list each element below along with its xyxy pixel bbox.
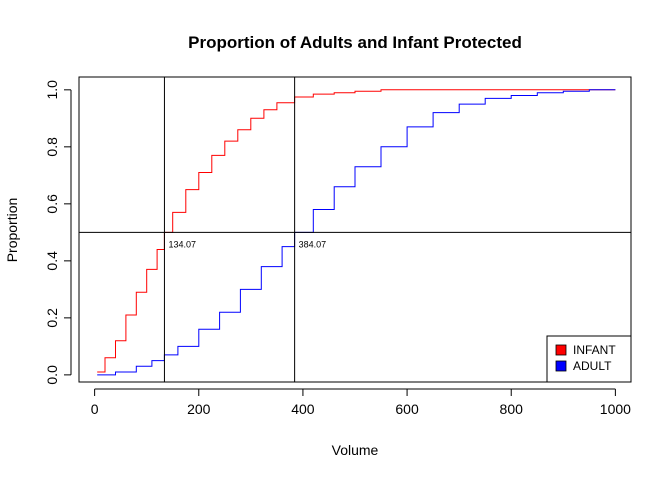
x-axis-label: Volume <box>332 442 379 458</box>
x-tick-label: 200 <box>187 401 211 417</box>
legend-box <box>546 335 632 383</box>
legend-label: INFANT <box>573 343 616 357</box>
legend-label: ADULT <box>573 359 612 373</box>
y-tick-label: 0.8 <box>44 137 60 157</box>
legend-swatch <box>555 344 567 356</box>
y-tick-label: 0.4 <box>44 251 60 271</box>
x-tick-label: 600 <box>395 401 419 417</box>
y-tick-label: 0.2 <box>44 308 60 328</box>
chart-title: Proportion of Adults and Infant Protecte… <box>188 33 522 52</box>
y-tick-label: 1.0 <box>44 80 60 100</box>
annotation-label: 384.07 <box>299 239 327 249</box>
x-tick-label: 400 <box>291 401 315 417</box>
x-tick-label: 1000 <box>600 401 631 417</box>
y-tick-label: 0.0 <box>44 365 60 385</box>
annotation-label: 134.07 <box>168 239 196 249</box>
x-tick-label: 0 <box>91 401 99 417</box>
plot-area: 0 200 400 600 800 1000 0.0 0.2 0.4 0.6 0.8 1.0 134.0… <box>44 76 632 417</box>
y-axis-label: Proportion <box>4 198 20 263</box>
legend-swatch <box>555 360 567 372</box>
series-line-infant <box>97 89 616 373</box>
x-tick-label: 800 <box>500 401 524 417</box>
plot-frame <box>78 76 632 383</box>
y-tick-label: 0.6 <box>44 194 60 214</box>
